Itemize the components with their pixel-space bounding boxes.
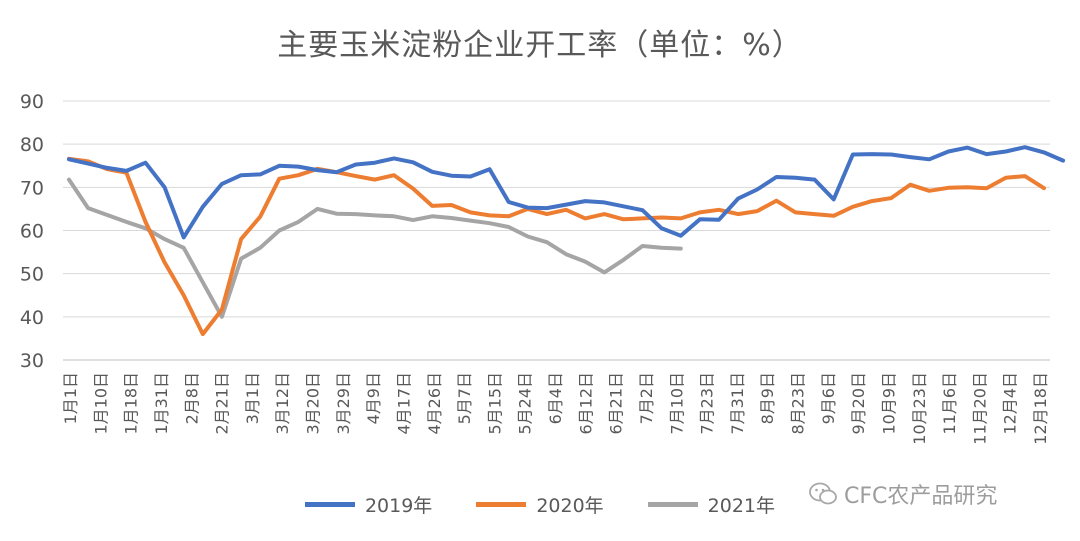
- legend-item-2019: 2019年: [304, 491, 433, 518]
- x-tick-label: 11月20日: [970, 372, 989, 445]
- y-tick-label: 60: [20, 221, 44, 243]
- y-tick-label: 80: [20, 134, 44, 156]
- legend-swatch-2020: [476, 502, 527, 507]
- x-tick-label: 7月23日: [698, 372, 717, 435]
- x-tick-label: 11月6日: [940, 372, 959, 435]
- x-tick-label: 10月9日: [879, 372, 898, 435]
- legend-label-2020: 2020年: [536, 495, 604, 517]
- x-tick-label: 6月21日: [607, 372, 626, 435]
- x-tick-label: 6月4日: [546, 372, 565, 424]
- x-tick-label: 5月7日: [455, 372, 474, 424]
- x-tick-label: 1月1日: [61, 372, 80, 424]
- x-tick-label: 2月21日: [213, 372, 232, 435]
- legend-item-2020: 2020年: [476, 491, 604, 518]
- wechat-icon: [809, 482, 837, 505]
- x-tick-label: 5月24日: [516, 372, 535, 435]
- chart-title: 主要玉米淀粉企业开工率（单位：%）: [277, 28, 803, 63]
- x-tick-label: 3月1日: [243, 372, 262, 424]
- watermark: CFC农产品研究: [808, 478, 997, 510]
- x-tick-label: 4月9日: [364, 372, 383, 424]
- y-tick-label: 70: [20, 177, 44, 199]
- legend-swatch-2021: [647, 502, 698, 507]
- x-tick-label: 7月31日: [728, 372, 747, 435]
- y-tick-label: 90: [20, 91, 44, 113]
- x-tick-label: 7月10日: [667, 372, 686, 435]
- x-tick-label: 7月2日: [637, 372, 656, 424]
- x-tick-label: 3月29日: [334, 372, 353, 435]
- legend-label-2019: 2019年: [364, 495, 433, 517]
- watermark-text: CFC农产品研究: [844, 484, 998, 509]
- y-tick-label: 30: [20, 350, 44, 372]
- x-tick-label: 3月12日: [273, 372, 292, 435]
- x-tick-label: 9月6日: [819, 372, 838, 424]
- x-tick-label: 8月9日: [758, 372, 777, 424]
- x-tick-label: 5月15日: [485, 372, 504, 435]
- x-tick-label: 8月23日: [789, 372, 808, 435]
- y-tick-label: 50: [20, 264, 44, 286]
- series-line-2020: [67, 156, 1046, 337]
- x-tick-label: 2月8日: [182, 372, 201, 424]
- x-tick-label: 1月31日: [152, 372, 171, 435]
- series-line-2019: [67, 145, 1066, 240]
- x-tick-label: 12月4日: [1001, 372, 1020, 435]
- y-tick-label: 40: [20, 307, 44, 329]
- x-tick-label: 1月10日: [91, 372, 110, 435]
- x-tick-label: 3月20日: [304, 372, 323, 435]
- legend-swatch-2019: [304, 502, 355, 507]
- x-tick-label: 9月20日: [849, 372, 868, 435]
- series-line-2021: [67, 177, 683, 319]
- legend-label-2021: 2021年: [707, 495, 776, 517]
- x-tick-label: 6月12日: [576, 372, 595, 435]
- x-tick-label: 4月26日: [425, 372, 444, 435]
- x-tick-label: 4月17日: [394, 372, 413, 435]
- x-tick-label: 10月23日: [910, 372, 929, 445]
- legend-item-2021: 2021年: [647, 491, 776, 518]
- x-tick-label: 12月18日: [1031, 372, 1050, 445]
- x-tick-label: 1月18日: [122, 372, 141, 435]
- chart-legend: 2019年 2020年 2021年: [0, 491, 1080, 518]
